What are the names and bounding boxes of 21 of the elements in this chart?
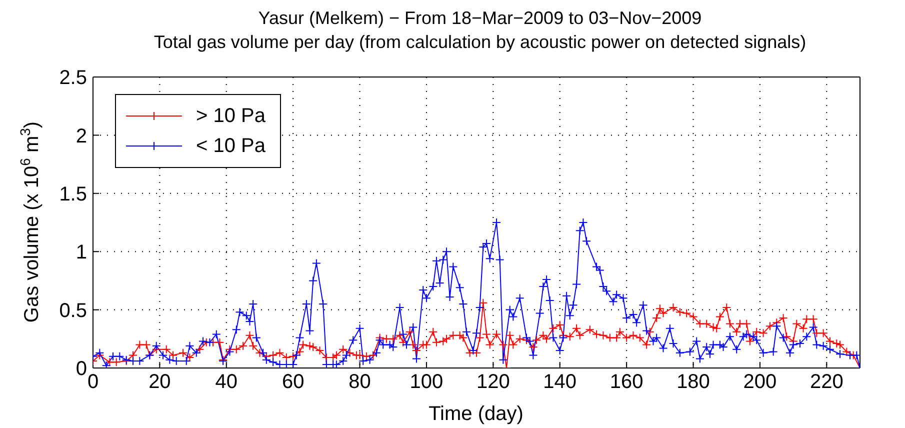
x-tick-label: 60 — [282, 371, 304, 394]
x-tick-label: 140 — [543, 371, 577, 394]
x-tick-label: 40 — [215, 371, 238, 394]
chart-title: Yasur (Melkem) − From 18−Mar−2009 to 03−Nov−2009 — [258, 8, 702, 28]
chart-subtitle: Total gas volume per day (from calculation by acoustic power on detected signals) — [154, 32, 806, 52]
x-tick-label: 120 — [476, 371, 510, 394]
x-axis-title: Time (day) — [428, 403, 524, 425]
x-tick-label: 220 — [810, 371, 844, 394]
y-tick-label: 1 — [76, 242, 87, 264]
legend-label: > 10 Pa — [196, 104, 266, 128]
y-tick-label: 2 — [76, 125, 87, 148]
x-tick-label: 160 — [610, 371, 644, 394]
legend-label: < 10 Pa — [196, 134, 266, 158]
x-tick-label: 80 — [348, 371, 371, 394]
y-tick-label: 2.5 — [59, 67, 87, 90]
x-tick-label: 200 — [743, 371, 777, 394]
y-tick-label: 1.5 — [59, 184, 87, 206]
x-tick-label: 100 — [410, 371, 444, 394]
y-tick-label: 0.5 — [59, 300, 87, 322]
x-tick-label: 20 — [148, 371, 171, 394]
x-tick-label: 180 — [676, 371, 710, 394]
